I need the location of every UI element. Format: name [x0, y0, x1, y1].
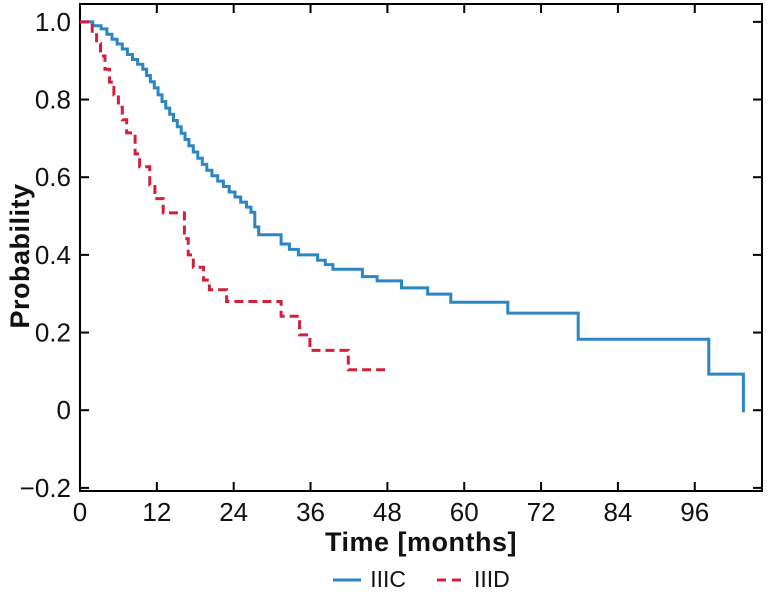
- legend-label-iiic: IIIC: [370, 566, 406, 592]
- legend-key-solid-line-icon: [333, 578, 362, 581]
- y-tick-label: 0.6: [35, 162, 71, 192]
- y-tick-label: 0.2: [35, 318, 71, 348]
- survival-curve-iiid: [80, 20, 387, 372]
- x-tick-label: 96: [680, 497, 709, 527]
- legend-item-iiid: IIID: [436, 566, 510, 593]
- y-tick-label: 0.4: [35, 240, 71, 270]
- survival-curve-iiic: [80, 20, 745, 413]
- x-axis-label: Time [months]: [324, 527, 517, 557]
- x-tick-label: 72: [527, 497, 556, 527]
- plot-box: [79, 3, 763, 492]
- y-axis-label: Probability: [5, 183, 35, 329]
- x-tick-label: 36: [296, 497, 325, 527]
- legend-item-iiic: IIIC: [332, 566, 406, 593]
- x-tick-label: 48: [373, 497, 402, 527]
- y-tick-label: −0.2: [20, 473, 71, 503]
- x-tick-label: 60: [450, 497, 479, 527]
- y-tick-label: 0.8: [35, 85, 71, 115]
- legend: IIIC IIID: [80, 566, 762, 593]
- x-tick-label: 12: [142, 497, 171, 527]
- x-tick-label: 84: [603, 497, 632, 527]
- legend-label-iiid: IIID: [474, 566, 510, 592]
- x-tick-label: 24: [219, 497, 248, 527]
- x-tick-label: 0: [73, 497, 87, 527]
- y-tick-label: 1.0: [35, 7, 71, 37]
- y-tick-label: 0: [57, 395, 71, 425]
- legend-key-dashed-line-icon: [437, 578, 465, 581]
